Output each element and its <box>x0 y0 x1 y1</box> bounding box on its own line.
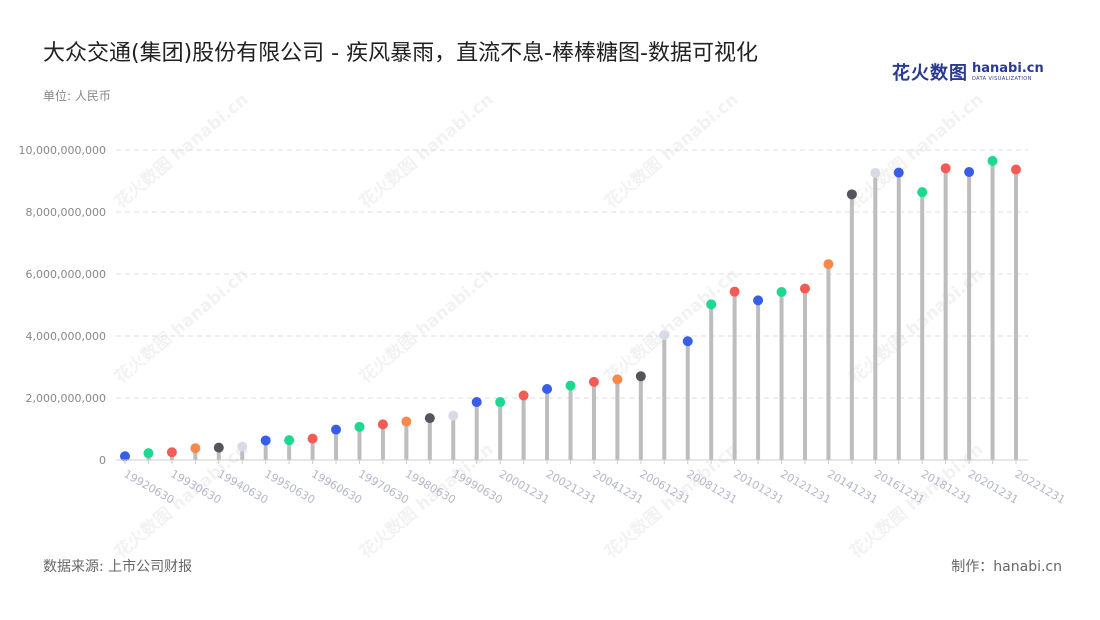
lollipop-dot <box>495 397 506 408</box>
x-tick-label: 19960630 <box>309 467 364 506</box>
lollipop-dot <box>190 443 201 454</box>
lollipop-dot <box>448 410 459 421</box>
watermark: 花火数图 hanabi.cn <box>355 264 497 388</box>
lollipop-dot <box>612 374 623 385</box>
watermark: 花火数图 hanabi.cn <box>355 89 497 213</box>
logo-sub-text: DATA VISUALIZATION <box>972 76 1032 82</box>
lollipop-dot <box>706 299 717 310</box>
data-source: 数据来源: 上市公司财报 <box>43 559 193 575</box>
y-tick-label: 6,000,000,000 <box>26 268 106 281</box>
logo-en-block: hanabi.cn DATA VISUALIZATION <box>972 62 1044 82</box>
lollipop-dot <box>377 419 388 430</box>
watermark: 花火数图 hanabi.cn <box>845 89 987 213</box>
lollipop-dot <box>987 155 998 166</box>
watermark: 花火数图 hanabi.cn <box>845 264 987 388</box>
x-tick-label: 20101231 <box>731 467 786 506</box>
made-by: 制作：hanabi.cn <box>951 559 1062 575</box>
lollipop-dot <box>565 380 576 391</box>
x-tick-label: 20221231 <box>1013 467 1068 506</box>
lollipop-dot <box>799 283 810 294</box>
lollipop-dot <box>917 187 928 198</box>
x-tick-label: 19970630 <box>356 467 411 506</box>
chart-title: 大众交通(集团)股份有限公司 - 疾风暴雨，直流不息-棒棒糖图-数据可视化 <box>43 41 758 66</box>
watermark: 花火数图 hanabi.cn <box>600 89 742 213</box>
x-tick-label: 20041231 <box>590 467 645 506</box>
lollipop-dot <box>471 397 482 408</box>
watermark: 花火数图 hanabi.cn <box>110 89 252 213</box>
y-tick-label: 4,000,000,000 <box>26 330 106 343</box>
lollipop-dot <box>846 189 857 200</box>
lollipop-dot <box>729 286 740 297</box>
lollipop-dot <box>588 376 599 387</box>
lollipop-dot <box>213 442 224 453</box>
lollipop-dot <box>870 167 881 178</box>
brand-logo: 花火数图 hanabi.cn DATA VISUALIZATION <box>892 58 1044 86</box>
lollipop-dot <box>354 421 365 432</box>
lollipop-sticks <box>123 160 1018 460</box>
watermark: 花火数图 hanabi.cn <box>600 439 742 563</box>
lollipop-dot <box>401 416 412 427</box>
lollipop-dot <box>964 167 975 178</box>
lollipop-dot <box>284 435 295 446</box>
x-tick-label: 19940630 <box>215 467 270 506</box>
lollipop-dot <box>260 435 271 446</box>
lollipop-dot <box>823 259 834 270</box>
x-tick-label: 20001231 <box>497 467 552 506</box>
lollipop-dot <box>893 167 904 178</box>
x-tick-label: 19920630 <box>122 467 177 506</box>
lollipop-dot <box>753 295 764 306</box>
lollipop-dot <box>331 424 342 435</box>
lollipop-dot <box>682 336 693 347</box>
watermark: 花火数图 hanabi.cn <box>110 439 252 563</box>
lollipop-dot <box>635 371 646 382</box>
logo-en-text: hanabi.cn <box>972 61 1044 76</box>
logo-cn-text: 花火数图 <box>892 63 968 84</box>
watermark: 花火数图 hanabi.cn <box>600 264 742 388</box>
y-tick-label: 8,000,000,000 <box>26 206 106 219</box>
y-tick-label: 10,000,000,000 <box>19 144 106 157</box>
lollipop-dot <box>166 447 177 458</box>
lollipop-dot <box>542 384 553 395</box>
x-tick-label: 20201231 <box>966 467 1021 506</box>
x-tick-label: 20121231 <box>778 467 833 506</box>
y-axis: 0 2,000,000,000 4,000,000,000 6,000,000,000… <box>19 144 106 467</box>
lollipop-dot <box>237 441 248 452</box>
x-tick-label: 20141231 <box>825 467 880 506</box>
lollipop-dot <box>307 433 318 444</box>
lollipop-dot <box>143 448 154 459</box>
unit-label: 单位: 人民币 <box>43 89 111 103</box>
lollipop-dot <box>518 390 529 401</box>
y-tick-label: 0 <box>99 454 106 467</box>
x-tick-label: 20021231 <box>544 467 599 506</box>
lollipop-dot <box>940 163 951 174</box>
lollipop-dot <box>776 286 787 297</box>
x-tick-label: 19950630 <box>262 467 317 506</box>
lollipop-dot <box>659 330 670 341</box>
watermark: 花火数图 hanabi.cn <box>110 264 252 388</box>
lollipop-dots <box>120 155 1021 462</box>
lollipop-dot <box>424 413 435 424</box>
lollipop-dot <box>120 451 130 462</box>
y-tick-label: 2,000,000,000 <box>26 392 106 405</box>
grid-lines <box>116 149 1028 399</box>
lollipop-dot <box>1011 164 1021 175</box>
